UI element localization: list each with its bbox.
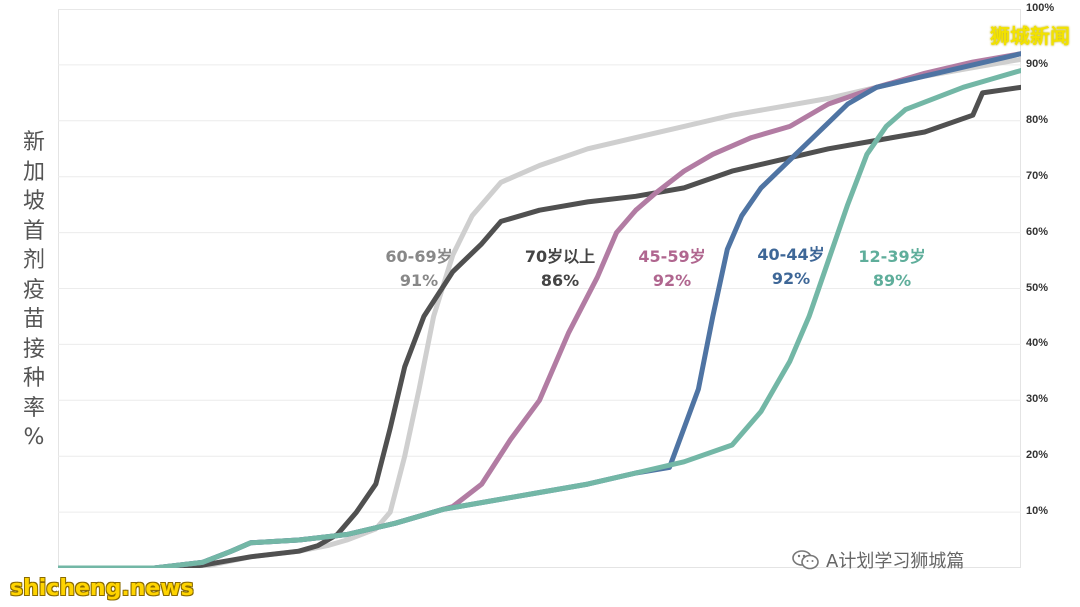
y-axis-label-char: 疫 bbox=[22, 277, 45, 303]
y-axis-label-char: 苗 bbox=[22, 307, 45, 332]
wechat-watermark-text: A计划学习狮城篇 bbox=[826, 551, 965, 572]
series-line bbox=[58, 68, 1021, 568]
y-tick-label: 10% bbox=[1026, 505, 1049, 518]
y-axis-label-char: % bbox=[23, 425, 45, 450]
y-tick-label: 50% bbox=[1026, 281, 1049, 294]
line-chart bbox=[58, 9, 1021, 568]
series-label: 12-39岁 89% bbox=[837, 245, 947, 293]
y-tick-label: 20% bbox=[1026, 449, 1049, 462]
series-name: 40-44岁 bbox=[757, 245, 825, 264]
series-label: 70岁以上 86% bbox=[505, 245, 615, 293]
series-final-value: 86% bbox=[540, 271, 580, 290]
series-final-value: 92% bbox=[771, 269, 811, 288]
site-watermark: shicheng.news bbox=[10, 576, 194, 601]
y-tick-label: 100% bbox=[1026, 2, 1055, 14]
y-axis-label-char: 剂 bbox=[22, 248, 45, 273]
series-name: 70岁以上 bbox=[524, 247, 596, 266]
series-name: 60-69岁 bbox=[385, 247, 453, 266]
y-tick-label: 70% bbox=[1026, 169, 1049, 182]
wechat-watermark: A计划学习狮城篇 bbox=[792, 545, 964, 575]
y-axis-label-char: 种 bbox=[22, 366, 45, 391]
y-axis-label-char: 加 bbox=[22, 159, 45, 185]
series-label: 40-44岁 92% bbox=[736, 243, 846, 291]
y-tick-label: 30% bbox=[1026, 393, 1049, 406]
y-axis-label-char: 坡 bbox=[22, 189, 45, 214]
y-tick-label: 80% bbox=[1026, 113, 1049, 126]
series-name: 45-59岁 bbox=[638, 247, 706, 266]
series-line bbox=[58, 84, 1021, 568]
wechat-icon bbox=[792, 549, 820, 571]
y-tick-label: 60% bbox=[1026, 225, 1049, 238]
series-final-value: 91% bbox=[399, 271, 439, 290]
series-label: 60-69岁 91% bbox=[364, 245, 474, 293]
series-final-value: 92% bbox=[652, 271, 692, 290]
y-tick-label: 90% bbox=[1026, 57, 1049, 70]
y-axis-label-char: 接 bbox=[22, 336, 45, 362]
series-final-value: 89% bbox=[872, 271, 912, 290]
series-label: 45-59岁 92% bbox=[617, 245, 727, 293]
chart-area bbox=[58, 9, 1021, 568]
y-axis-label-char: 首 bbox=[22, 218, 45, 244]
series-name: 12-39岁 bbox=[858, 247, 926, 266]
y-tick-label: 40% bbox=[1026, 337, 1049, 350]
y-axis-label-char: 新 bbox=[22, 130, 45, 155]
brand-logo-text: 狮城新闻 bbox=[990, 24, 1070, 48]
y-axis-label-char: 率 bbox=[22, 395, 45, 421]
